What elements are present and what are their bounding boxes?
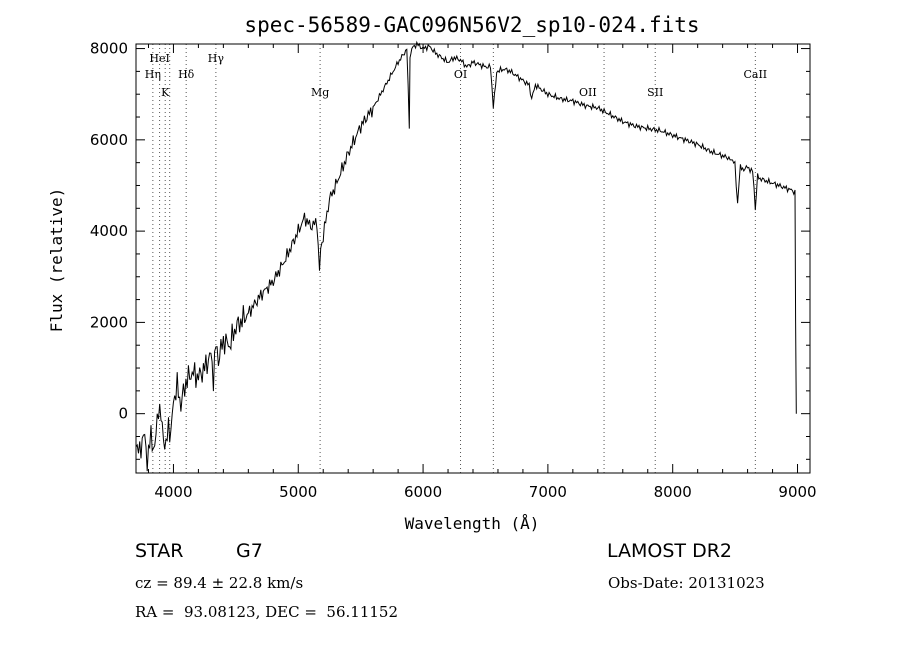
line-label: OI xyxy=(454,68,467,81)
line-label: K xyxy=(161,86,170,99)
y-axis-label: Flux (relative) xyxy=(47,188,66,333)
chart-title: spec-56589-GAC096N56V2_sp10-024.fits xyxy=(244,13,699,37)
x-tick-label: 7000 xyxy=(529,483,567,501)
line-label: OII xyxy=(579,86,597,99)
line-label: Hγ xyxy=(208,52,225,65)
plot-frame xyxy=(135,43,811,474)
line-label: CaII xyxy=(743,68,767,81)
y-tick-label: 2000 xyxy=(90,313,128,331)
y-tick-label: 0 xyxy=(118,405,128,423)
x-axis-label: Wavelength (Å) xyxy=(405,514,540,533)
x-tick-label: 6000 xyxy=(404,483,442,501)
x-tick-label: 5000 xyxy=(279,483,317,501)
y-tick-label: 8000 xyxy=(90,40,128,58)
object-class: STAR xyxy=(135,540,184,562)
x-tick-label: 9000 xyxy=(778,483,816,501)
line-label: SII xyxy=(647,86,663,99)
line-label: Hη xyxy=(145,68,161,81)
x-tick-label: 8000 xyxy=(654,483,692,501)
line-label: Hδ xyxy=(178,68,195,81)
y-tick-label: 4000 xyxy=(90,222,128,240)
y-tick-label: 6000 xyxy=(90,131,128,149)
x-tick-label: 4000 xyxy=(154,483,192,501)
obs-date-text: Obs-Date: 20131023 xyxy=(608,574,765,592)
line-label: Mg xyxy=(311,86,329,99)
plot-area: 4000 5000 6000 7000 8000 9000 0 2000 4000 6000 800… xyxy=(90,40,817,501)
coordinates-text: RA = 93.08123, DEC = 56.11152 xyxy=(135,603,399,621)
object-subclass: G7 xyxy=(236,540,263,562)
line-label: HeI xyxy=(149,52,169,65)
survey-name: LAMOST DR2 xyxy=(607,540,732,562)
spectrum-line xyxy=(135,40,797,472)
redshift-text: cz = 89.4 ± 22.8 km/s xyxy=(135,574,304,592)
